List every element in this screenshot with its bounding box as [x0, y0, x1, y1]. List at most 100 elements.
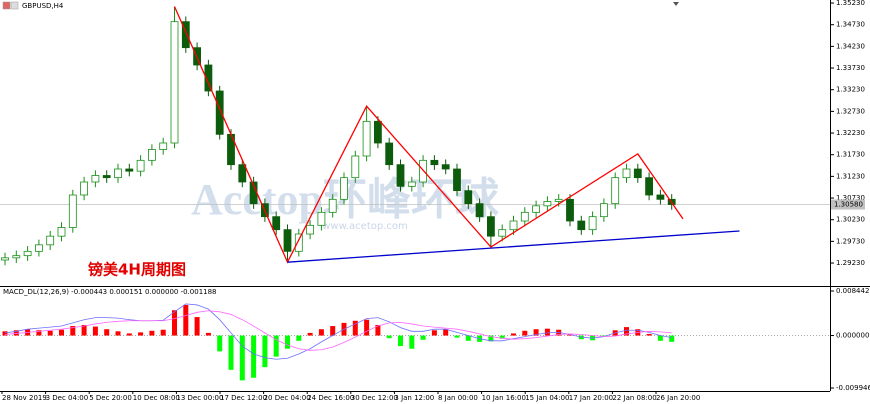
- macd-line: [4, 310, 672, 351]
- macd-line: [4, 303, 672, 360]
- last-price-box: [831, 199, 865, 210]
- candle-body: [159, 142, 168, 150]
- histogram-bar: [386, 335, 392, 339]
- histogram-bar: [488, 335, 494, 342]
- y-tick-label: -0.009946: [836, 384, 870, 392]
- histogram-bar: [217, 335, 223, 352]
- candle-body: [46, 235, 55, 246]
- candle-body: [328, 198, 337, 213]
- candle-body: [509, 220, 518, 231]
- candle-body: [566, 198, 574, 222]
- candle-body: [475, 203, 484, 218]
- histogram-bar: [646, 333, 652, 336]
- x-tick-label: 22 Jan 08:00: [612, 394, 656, 402]
- candle-body: [340, 177, 348, 200]
- y-tick-label: 1.29730: [836, 237, 865, 245]
- candle-body: [385, 142, 394, 166]
- histogram-bar: [330, 326, 336, 336]
- candle-body: [91, 175, 100, 183]
- candle-body: [317, 211, 326, 226]
- histogram-bar: [296, 335, 302, 341]
- histogram-bar: [420, 335, 426, 340]
- x-tick-label: 26 Jan 20:00: [656, 394, 700, 402]
- symbol-title: GBPUSD,H4: [22, 2, 64, 10]
- histogram-bar: [115, 331, 121, 336]
- histogram-bar: [431, 330, 437, 336]
- histogram-bar: [138, 332, 144, 336]
- histogram-bar: [183, 304, 189, 336]
- candle-body: [577, 220, 586, 231]
- x-tick-label: 10 Jan 16:00: [482, 394, 526, 402]
- histogram-bar: [364, 319, 370, 336]
- y-tick-label: 1.30730: [836, 194, 865, 202]
- histogram-bar: [465, 335, 471, 341]
- candle-body: [611, 177, 620, 205]
- candle-body: [170, 21, 179, 144]
- candle-body: [373, 120, 382, 144]
- x-tick-label: 15 Jan 04:00: [525, 394, 569, 402]
- candle-body: [407, 181, 416, 187]
- candle-body: [600, 203, 608, 218]
- x-tick-label: 28 Nov 2019: [2, 394, 47, 402]
- y-tick-label: 1.30230: [836, 216, 865, 224]
- histogram-bar: [443, 329, 449, 336]
- dropdown-arrow[interactable]: [673, 2, 679, 6]
- x-tick-label: 10 Dec 08:00: [133, 394, 180, 402]
- histogram-bar: [352, 320, 358, 336]
- y-tick-label: 1.33230: [836, 86, 865, 94]
- candle-body: [453, 168, 461, 192]
- annotation: 镑美4H周期图: [88, 261, 186, 279]
- y-tick-label: 1.31230: [836, 172, 865, 180]
- x-tick-label: 3 Dec 04:00: [46, 394, 89, 402]
- x-tick-label: 5 Dec 20:00: [89, 394, 132, 402]
- candle-body: [498, 229, 507, 237]
- candle-body: [125, 168, 134, 172]
- histogram-bar: [81, 324, 87, 336]
- trendline: [287, 230, 740, 263]
- x-tick-label: 20 Dec 04:00: [264, 394, 311, 402]
- candle-body: [68, 194, 77, 228]
- y-tick-label: 0.008442: [836, 287, 869, 295]
- candle-body: [464, 190, 473, 205]
- histogram-bar: [59, 329, 64, 336]
- histogram-bar: [228, 335, 234, 370]
- histogram-bar: [160, 329, 166, 336]
- candle-body: [351, 155, 360, 179]
- candle-body: [543, 201, 552, 207]
- zigzag: [173, 6, 684, 264]
- candle-body: [306, 224, 315, 235]
- candle-body: [1, 257, 9, 261]
- candle-body: [656, 194, 665, 200]
- y-tick-label: 1.32730: [836, 107, 865, 115]
- candle-body: [80, 181, 88, 196]
- histogram-bar: [533, 329, 539, 336]
- x-tick-label: 24 Dec 16:00: [307, 394, 354, 402]
- x-tick-label: 8 Jan 00:00: [438, 394, 478, 402]
- x-tick-label: 3 Jan 12:00: [394, 394, 434, 402]
- histogram-bar: [669, 335, 675, 342]
- histogram-bar: [36, 330, 42, 336]
- histogram-bar: [262, 335, 268, 368]
- candle-body: [430, 159, 439, 166]
- histogram-bar: [375, 324, 381, 336]
- candle-body: [486, 216, 495, 237]
- candle-body: [35, 244, 43, 252]
- histogram-bar: [194, 317, 200, 336]
- y-tick-label: 1.32230: [836, 129, 865, 137]
- candle-body: [554, 198, 563, 202]
- symbol-icon: [2, 1, 11, 10]
- candle-body: [147, 149, 156, 161]
- candle-body: [633, 168, 642, 179]
- y-tick-label: 1.34730: [836, 21, 865, 29]
- y-tick-label: 1.31730: [836, 151, 865, 159]
- histogram-bar: [657, 335, 663, 341]
- histogram-bar: [126, 333, 132, 336]
- histogram-bar: [239, 335, 245, 381]
- candle-body: [238, 164, 247, 183]
- x-tick-label: 17 Dec 12:00: [220, 394, 267, 402]
- candle-body: [215, 90, 224, 135]
- histogram-bar: [409, 335, 415, 349]
- x-tick-label: 30 Dec 12:00: [351, 394, 398, 402]
- candle-body: [441, 164, 450, 170]
